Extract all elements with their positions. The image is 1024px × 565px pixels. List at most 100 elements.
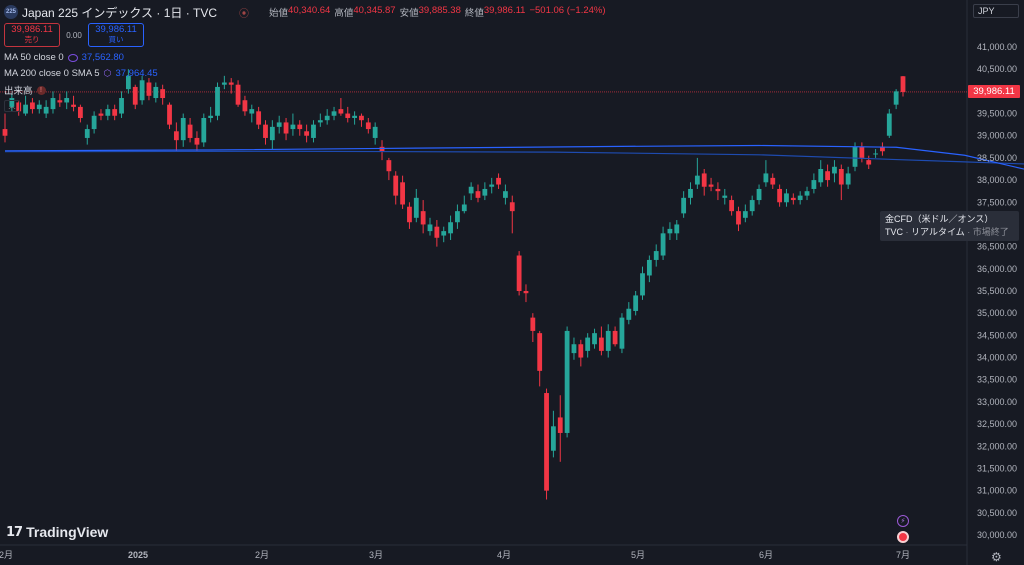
candle-body xyxy=(633,295,639,311)
candle-body xyxy=(407,206,412,223)
candle-body xyxy=(167,104,172,125)
close-label: 終値 xyxy=(464,8,484,19)
candle-body xyxy=(756,188,762,201)
candle-body xyxy=(674,224,680,234)
candle-body xyxy=(441,231,447,236)
market-closed-icon: ⦿ xyxy=(239,8,250,20)
ma200-value: 37,964.45 xyxy=(115,68,158,79)
candle-body xyxy=(825,171,830,181)
price-tick-label: 34,500.00 xyxy=(977,330,1017,340)
sell-label: 売り xyxy=(24,35,40,44)
candle-body xyxy=(290,124,296,130)
candle-body xyxy=(448,222,453,234)
candle-body xyxy=(242,100,248,112)
candle-body xyxy=(605,330,611,351)
flash-icon[interactable]: ⚡ xyxy=(897,515,909,527)
price-tick-label: 38,500.00 xyxy=(977,153,1017,163)
candle-body xyxy=(715,188,721,192)
change-value: −501.06 (−1.24%) xyxy=(529,5,606,16)
candle-body xyxy=(23,104,28,114)
candle-body xyxy=(365,122,371,130)
candle-body xyxy=(585,337,591,351)
candle-body xyxy=(78,106,83,118)
symbol-title[interactable]: Japan 225 インデックス · 1日 · TVC xyxy=(22,5,218,20)
price-tick-label: 38,000.00 xyxy=(977,175,1017,185)
candle-body xyxy=(276,122,282,127)
candle-body xyxy=(160,89,166,99)
candle-body xyxy=(311,124,316,138)
candle-body xyxy=(777,188,783,203)
candle-body xyxy=(413,197,419,218)
collapse-legend-button[interactable]: ︿ xyxy=(4,100,20,112)
candle-body xyxy=(36,104,42,110)
candle-body xyxy=(16,102,22,112)
candle-body xyxy=(660,233,666,256)
hexagon-icon[interactable]: ⬡ xyxy=(103,68,112,78)
time-tick-label: 7月 xyxy=(896,550,910,560)
candle-body xyxy=(317,120,323,123)
candle-body xyxy=(626,308,632,320)
candle-body xyxy=(359,115,364,121)
candle-body xyxy=(646,259,652,276)
warning-icon[interactable]: ! xyxy=(36,85,46,95)
currency-selector[interactable]: JPY xyxy=(973,4,1019,18)
candle-body xyxy=(125,75,131,90)
price-tick-label: 39,500.00 xyxy=(977,109,1017,119)
sell-button[interactable]: 39,986.11 売り xyxy=(4,23,60,47)
record-icon[interactable] xyxy=(897,531,909,543)
candle-body xyxy=(98,113,104,116)
symbol-logo: 225 xyxy=(4,5,18,19)
candle-body xyxy=(749,200,755,212)
price-tick-label: 39,000.00 xyxy=(977,131,1017,141)
candle-body xyxy=(832,166,837,174)
candle-body xyxy=(283,122,289,134)
tooltip-status: TVC · リアルタイム · 市場終了 xyxy=(885,226,1014,239)
candle-body xyxy=(235,84,241,105)
price-tick-label: 34,000.00 xyxy=(977,353,1017,363)
candle-body xyxy=(338,109,344,114)
buy-button[interactable]: 39,986.11 買い xyxy=(88,23,144,47)
open-value: 40,340.64 xyxy=(288,5,331,16)
ma200-legend[interactable]: MA 200 close 0 SMA 5 ⬡ 37,964.45 xyxy=(4,68,158,79)
candle-body xyxy=(694,175,700,185)
time-tick-label: 3月 xyxy=(369,550,383,560)
candle-body xyxy=(701,173,707,187)
candle-body xyxy=(838,169,844,185)
time-tick-label: 5月 xyxy=(631,550,645,560)
candle-body xyxy=(71,104,76,107)
last-price-tag: 39,986.11 xyxy=(968,85,1020,99)
time-tick-label: 2月 xyxy=(0,550,13,560)
gear-icon[interactable]: ⚙ xyxy=(991,550,1002,564)
tv-brand-text: TradingView xyxy=(26,524,109,540)
price-axis: 41,000.0040,500.0040,000.0039,500.0039,0… xyxy=(977,42,1017,540)
tradingview-logo[interactable]: 𝟭𝟳 TradingView xyxy=(6,524,108,540)
candle-body xyxy=(30,102,35,110)
candle-body xyxy=(866,160,872,165)
visibility-icon[interactable] xyxy=(67,53,78,62)
buy-price: 39,986.11 xyxy=(95,24,137,35)
candle-body xyxy=(496,177,501,185)
candle-body xyxy=(105,109,111,116)
price-tick-label: 36,500.00 xyxy=(977,242,1017,252)
candle-body xyxy=(119,98,124,114)
trade-buttons: 39,986.11 売り 0.00 39,986.11 買い xyxy=(4,23,144,47)
time-tick-label: 2月 xyxy=(255,550,269,560)
price-tick-label: 37,500.00 xyxy=(977,197,1017,207)
candle-body xyxy=(797,195,803,201)
candle-body xyxy=(530,317,536,331)
volume-legend[interactable]: 出来高 ! xyxy=(4,83,46,97)
candle-body xyxy=(9,98,15,107)
candle-body xyxy=(537,333,543,371)
candle-body xyxy=(331,111,337,116)
price-tick-label: 36,000.00 xyxy=(977,264,1017,274)
price-tick-label: 41,000.00 xyxy=(977,42,1017,52)
candle-body xyxy=(256,111,262,125)
symbol-tooltip: 金CFD（米ドル／オンス） TVC · リアルタイム · 市場終了 xyxy=(880,211,1019,241)
spread-value: 0.00 xyxy=(66,30,82,40)
candle-body xyxy=(722,195,728,198)
low-label: 安値 xyxy=(399,8,419,19)
price-tick-label: 31,500.00 xyxy=(977,463,1017,473)
ma50-legend[interactable]: MA 50 close 0 37,562.80 xyxy=(4,52,124,63)
symbol-header: 225 Japan 225 インデックス · 1日 · TVC ⦿ 始値 40,3… xyxy=(4,4,606,20)
